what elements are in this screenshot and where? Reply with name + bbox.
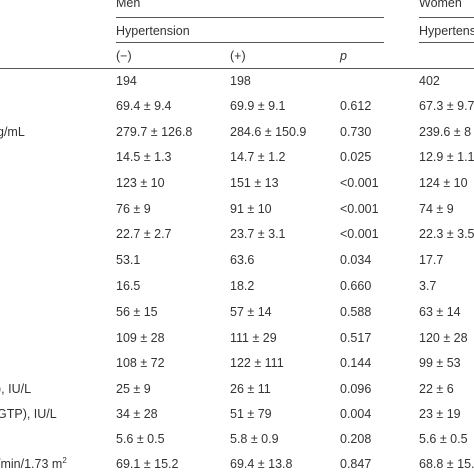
- cell-women: 124 ± 10: [419, 176, 468, 190]
- cell-men-minus: 279.7 ± 126.8: [116, 125, 193, 139]
- cell-men-minus: 69.4 ± 9.4: [116, 99, 172, 113]
- cell-p-value: 0.144: [340, 356, 372, 370]
- cell-p-value: <0.001: [340, 176, 379, 190]
- table-row: 22.7 ± 2.7 23.7 ± 3.1 <0.001 22.3 ± 3.5: [0, 226, 474, 249]
- cell-women: 3.7: [419, 279, 437, 293]
- cell-men-plus: 18.2: [230, 279, 255, 293]
- men-group-rule: [116, 17, 384, 18]
- table-row: /min/1.73 m2 69.1 ± 15.2 69.4 ± 13.8 0.8…: [0, 456, 474, 474]
- cell-men-plus: 284.6 ± 150.9: [230, 125, 307, 139]
- cell-men-plus: 151 ± 13: [230, 176, 279, 190]
- cell-p-value: 0.588: [340, 305, 372, 319]
- men-group-header: Men: [116, 0, 141, 10]
- cell-p-value: <0.001: [340, 227, 379, 241]
- column-header-minus: (−): [116, 49, 132, 63]
- cell-women: 120 ± 28: [419, 331, 468, 345]
- cell-women: 5.6 ± 0.5: [419, 432, 468, 446]
- cell-women: 63 ± 14: [419, 305, 461, 319]
- cell-p-value: 0.660: [340, 279, 372, 293]
- column-header-plus: (+): [230, 49, 246, 63]
- cell-men-minus: 108 ± 72: [116, 356, 165, 370]
- cell-men-minus: 76 ± 9: [116, 202, 151, 216]
- table-row: 56 ± 15 57 ± 14 0.588 63 ± 14: [0, 304, 474, 327]
- women-group-header: Women: [419, 0, 462, 10]
- cell-women: 12.9 ± 1.1: [419, 150, 474, 164]
- table-row: 16.5 18.2 0.660 3.7: [0, 278, 474, 301]
- cell-women: 402: [419, 74, 440, 88]
- table-row: g/mL 279.7 ± 126.8 284.6 ± 150.9 0.730 2…: [0, 124, 474, 147]
- women-group-rule: [419, 17, 474, 18]
- cell-men-plus: 91 ± 10: [230, 202, 272, 216]
- cell-p-value: 0.847: [340, 457, 372, 471]
- table-row: 53.1 63.6 0.034 17.7: [0, 252, 474, 275]
- cell-men-plus: 198: [230, 74, 251, 88]
- cell-women: 67.3 ± 9.7: [419, 99, 474, 113]
- row-label-superscript: 2: [62, 456, 67, 465]
- table-row: ), IU/L 25 ± 9 26 ± 11 0.096 22 ± 6: [0, 381, 474, 404]
- table-row: 76 ± 9 91 ± 10 <0.001 74 ± 9: [0, 201, 474, 224]
- cell-women: 68.8 ± 15.4: [419, 457, 474, 471]
- table-row: 194 198 402: [0, 73, 474, 96]
- cell-women: 74 ± 9: [419, 202, 454, 216]
- table-row: 108 ± 72 122 ± 111 0.144 99 ± 53: [0, 355, 474, 378]
- hypertension-rule-women: [419, 42, 474, 43]
- cell-men-plus: 63.6: [230, 253, 255, 267]
- cell-men-plus: 23.7 ± 3.1: [230, 227, 286, 241]
- hypertension-header: Hypertension: [116, 24, 190, 38]
- cell-men-plus: 14.7 ± 1.2: [230, 150, 286, 164]
- cell-men-minus: 109 ± 28: [116, 331, 165, 345]
- cell-men-plus: 69.4 ± 13.8: [230, 457, 293, 471]
- cell-men-minus: 194: [116, 74, 137, 88]
- cell-p-value: 0.004: [340, 407, 372, 421]
- cell-men-plus: 5.8 ± 0.9: [230, 432, 279, 446]
- table-row: GTP), IU/L 34 ± 28 51 ± 79 0.004 23 ± 19: [0, 406, 474, 429]
- cell-men-plus: 51 ± 79: [230, 407, 272, 421]
- cell-p-value: 0.208: [340, 432, 372, 446]
- cell-men-minus: 123 ± 10: [116, 176, 165, 190]
- table-row: 69.4 ± 9.4 69.9 ± 9.1 0.612 67.3 ± 9.7: [0, 98, 474, 121]
- cell-men-minus: 69.1 ± 15.2: [116, 457, 179, 471]
- cell-men-plus: 69.9 ± 9.1: [230, 99, 286, 113]
- hypertension-rule: [116, 42, 384, 43]
- table-row: 109 ± 28 111 ± 29 0.517 120 ± 28: [0, 330, 474, 353]
- cell-women: 22.3 ± 3.5: [419, 227, 474, 241]
- table-row: 123 ± 10 151 ± 13 <0.001 124 ± 10: [0, 175, 474, 198]
- cell-men-minus: 16.5: [116, 279, 141, 293]
- cell-women: 99 ± 53: [419, 356, 461, 370]
- row-label: GTP), IU/L: [0, 407, 57, 421]
- row-label: g/mL: [0, 125, 25, 139]
- cell-men-minus: 22.7 ± 2.7: [116, 227, 172, 241]
- cell-men-minus: 25 ± 9: [116, 382, 151, 396]
- table-row: 14.5 ± 1.3 14.7 ± 1.2 0.025 12.9 ± 1.1: [0, 149, 474, 172]
- cell-p-value: <0.001: [340, 202, 379, 216]
- cell-men-plus: 57 ± 14: [230, 305, 272, 319]
- row-label: ), IU/L: [0, 382, 32, 396]
- cell-p-value: 0.612: [340, 99, 372, 113]
- cell-men-plus: 111 ± 29: [230, 331, 277, 345]
- table-row: 5.6 ± 0.5 5.8 ± 0.9 0.208 5.6 ± 0.5: [0, 431, 474, 454]
- cell-men-minus: 14.5 ± 1.3: [116, 150, 172, 164]
- cell-women: 17.7: [419, 253, 444, 267]
- cell-women: 22 ± 6: [419, 382, 454, 396]
- cell-men-plus: 26 ± 11: [230, 382, 271, 396]
- cell-men-minus: 5.6 ± 0.5: [116, 432, 165, 446]
- hypertension-header-women: Hypertension: [419, 24, 474, 38]
- cell-p-value: 0.025: [340, 150, 372, 164]
- cell-women: 239.6 ± 8: [419, 125, 472, 139]
- column-header-p: p: [340, 49, 347, 63]
- cell-p-value: 0.034: [340, 253, 372, 267]
- cell-women: 23 ± 19: [419, 407, 461, 421]
- row-label-text: /min/1.73 m: [0, 457, 63, 471]
- cell-p-value: 0.096: [340, 382, 372, 396]
- cell-men-minus: 34 ± 28: [116, 407, 158, 421]
- cell-men-minus: 56 ± 15: [116, 305, 158, 319]
- row-label: /min/1.73 m2: [0, 456, 67, 472]
- cell-p-value: 0.517: [340, 331, 372, 345]
- cell-p-value: 0.730: [340, 125, 372, 139]
- cell-men-plus: 122 ± 111: [230, 356, 284, 370]
- header-bottom-rule: [0, 68, 474, 69]
- cell-men-minus: 53.1: [116, 253, 141, 267]
